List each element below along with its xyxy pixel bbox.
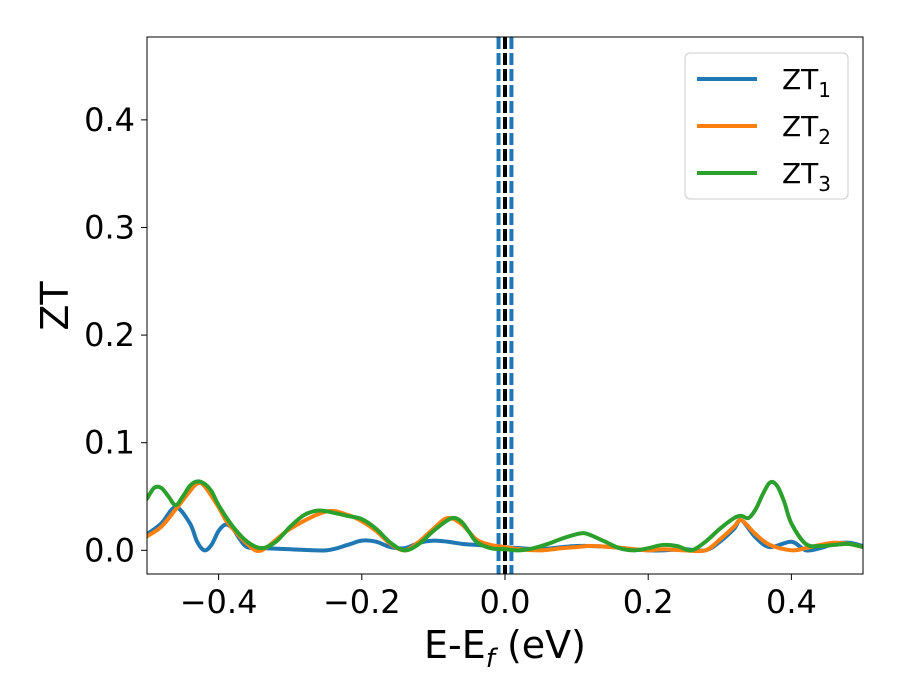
legend-label-zt3: ZT3 [782,157,831,196]
x-tick-label: 0.0 [480,583,531,621]
x-axis-title-main: E-E [424,623,486,667]
legend-label-zt1: ZT1 [782,63,831,102]
x-tick-label: −0.4 [180,583,258,621]
y-tick-label: 0.2 [84,316,135,354]
legend-frame [684,52,849,200]
x-axis-title-unit: (eV) [495,623,586,667]
legend-label-zt2: ZT2 [782,110,831,149]
x-tick-label: 0.4 [766,583,817,621]
y-tick-label: 0.0 [84,531,135,569]
series-line-zt3 [147,479,863,553]
legend: ZT1 ZT2 ZT3 [684,52,849,200]
y-tick-label: 0.3 [84,208,135,246]
x-tick-label: 0.2 [623,583,674,621]
series-lines [147,479,863,554]
y-tick-label: 0.1 [84,424,135,462]
x-tick-label: −0.2 [323,583,401,621]
y-axis-title: ZT [33,281,77,331]
y-tick-label: 0.4 [84,101,135,139]
x-axis-ticks: −0.4 −0.2 0.0 0.2 0.4 [180,574,817,621]
fermi-level-lines [496,37,514,574]
y-axis-ticks: 0.0 0.1 0.2 0.3 0.4 [84,101,147,569]
x-axis-title: E-Ef (eV) [424,623,586,674]
